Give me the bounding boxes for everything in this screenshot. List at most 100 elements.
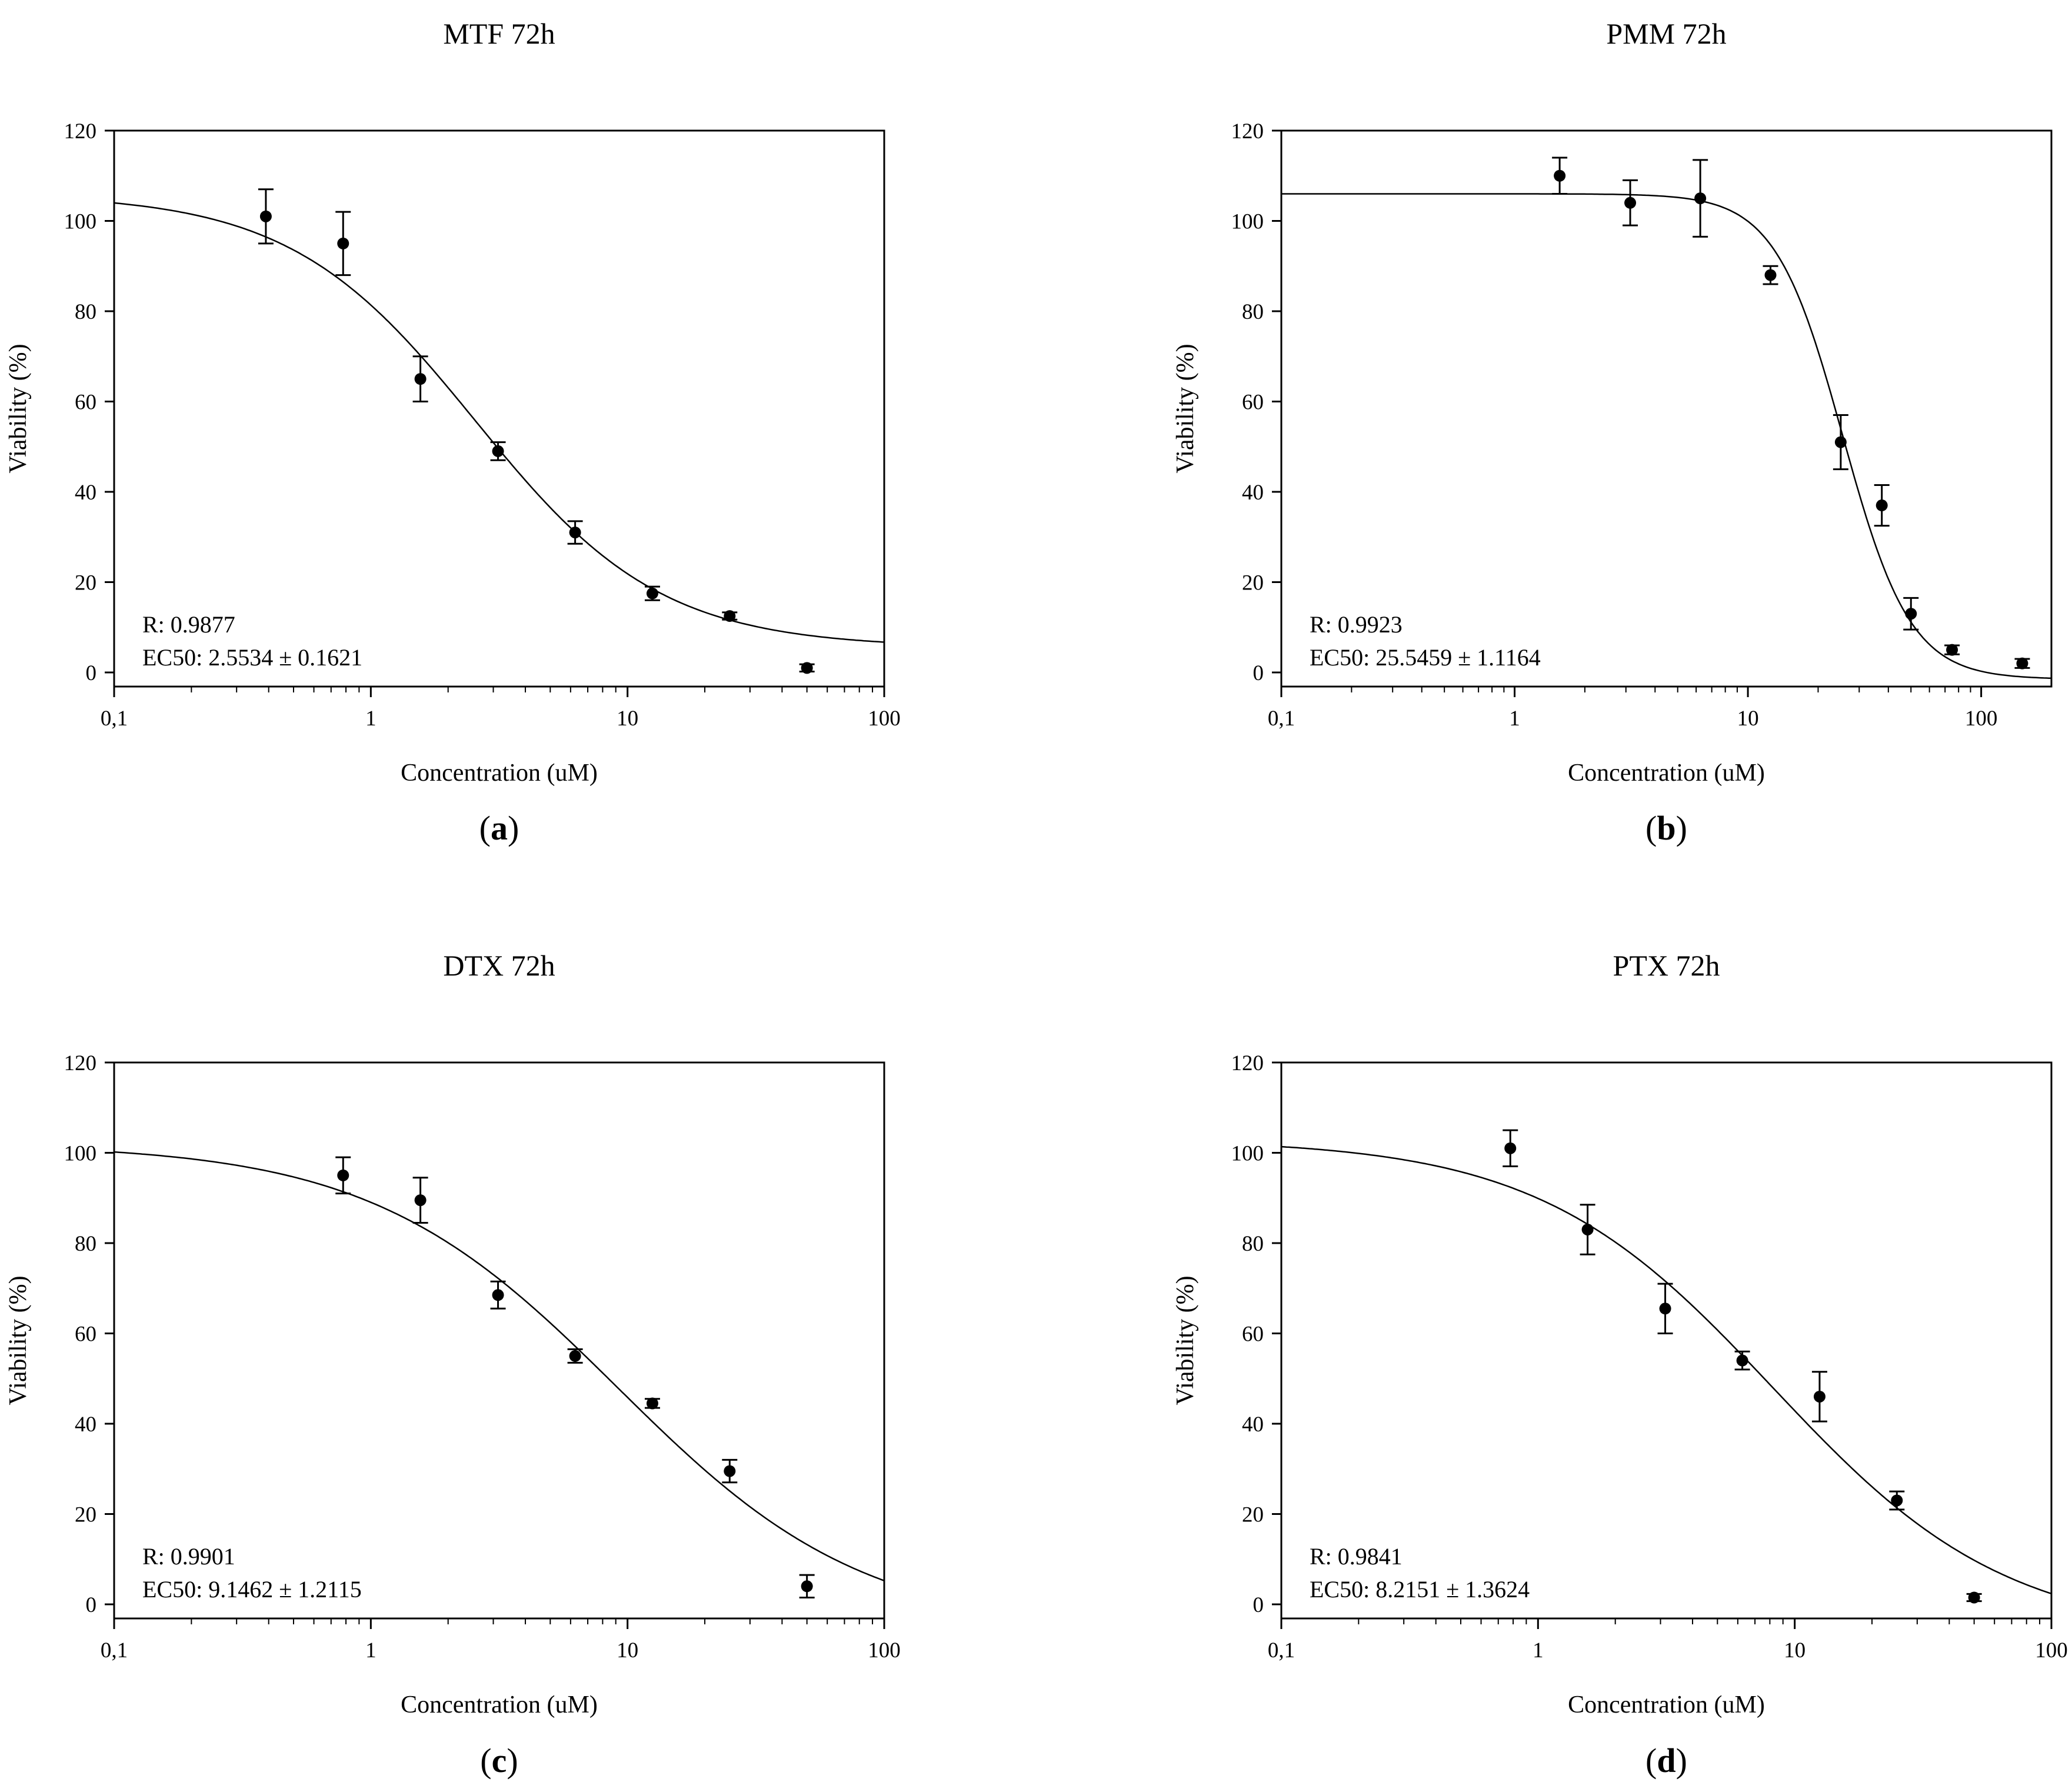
plot-frame (113, 129, 885, 688)
y-tick-label: 120 (64, 119, 97, 144)
panel-label-letter: a (491, 809, 508, 847)
y-tick-label: 40 (75, 1413, 96, 1437)
chart-title: PMM 72h (1606, 17, 1726, 50)
x-axis-label: Concentration (uM) (1568, 760, 1765, 787)
x-tick-label: 10 (617, 1638, 638, 1663)
annotation-ec50: EC50: 2.5534 ± 0.1621 (142, 644, 362, 671)
y-tick-label: 40 (1242, 481, 1264, 505)
fit-curve (1281, 1145, 2051, 1594)
plot-frame (113, 1061, 885, 1620)
annotation-r: R: 0.9923 (1310, 611, 1403, 638)
annotation-r: R: 0.9901 (142, 1543, 235, 1570)
data-point (801, 662, 813, 674)
y-tick-label: 40 (75, 481, 96, 505)
x-tick-label: 10 (1784, 1638, 1805, 1663)
data-point (1891, 1494, 1903, 1507)
plot-frame (1280, 1061, 2053, 1620)
data-point (1581, 1223, 1594, 1235)
annotation-ec50: EC50: 9.1462 ± 1.2115 (142, 1576, 362, 1603)
data-point (1694, 192, 1707, 205)
y-axis-label: Viability (%) (5, 344, 32, 473)
x-tick-label: 100 (868, 707, 901, 731)
y-tick-label: 100 (64, 210, 97, 234)
x-tick-label: 100 (868, 1638, 901, 1663)
y-tick-label: 100 (1231, 210, 1264, 234)
y-tick-label: 80 (75, 300, 96, 324)
x-tick-label: 1 (1533, 1638, 1544, 1663)
panel-label-letter: b (1657, 809, 1675, 847)
x-tick-label: 0,1 (101, 707, 128, 731)
annotation-ec50: EC50: 25.5459 ± 1.1164 (1310, 644, 1541, 671)
data-point (1659, 1303, 1671, 1315)
data-point (724, 1465, 736, 1477)
data-point (569, 1350, 581, 1362)
panel-label-close: ) (1676, 1741, 1687, 1780)
panel-label-open: ( (1645, 1741, 1657, 1780)
x-tick-label: 10 (1737, 707, 1759, 731)
x-tick-label: 100 (1965, 707, 1998, 731)
chart-panel-d: PTX 72h 0 20 40 60 80 100 120 0,1 1 10 100 Concentra… (1172, 949, 2068, 1780)
y-axis-label: Viability (%) (1172, 344, 1199, 473)
y-tick-label: 0 (1253, 661, 1264, 685)
panel-label: (b) (1645, 809, 1687, 847)
panel-label: (a) (479, 809, 519, 847)
chart-title: MTF 72h (443, 17, 555, 50)
annotation-r: R: 0.9841 (1310, 1543, 1403, 1570)
data-point (337, 237, 349, 249)
panel-label-open: ( (479, 809, 491, 847)
data-point (1834, 436, 1847, 448)
x-tick-label: 100 (2035, 1638, 2068, 1663)
panel-label-open: ( (480, 1741, 491, 1780)
y-tick-label: 120 (1231, 119, 1264, 144)
data-point (724, 610, 736, 622)
x-axis-label: Concentration (uM) (1568, 1691, 1765, 1718)
y-tick-label: 20 (75, 571, 96, 595)
fit-curve (114, 202, 884, 643)
panel-label: (d) (1645, 1741, 1687, 1780)
data-point (1946, 644, 1958, 656)
data-point (492, 1289, 504, 1301)
y-tick-label: 80 (1242, 1232, 1264, 1256)
x-tick-label: 1 (365, 1638, 377, 1663)
y-tick-label: 0 (86, 1593, 97, 1617)
panel-label-close: ) (508, 809, 519, 847)
data-point (259, 210, 272, 222)
fit-curve (114, 1151, 884, 1581)
y-tick-label: 120 (64, 1051, 97, 1075)
x-tick-label: 1 (1509, 707, 1520, 731)
data-point (2016, 657, 2028, 669)
annotation-ec50: EC50: 8.2151 ± 1.3624 (1310, 1576, 1530, 1603)
chart-title: PTX 72h (1613, 949, 1720, 982)
panel-label-close: ) (507, 1741, 518, 1780)
data-point (1736, 1354, 1748, 1367)
panel-label-letter: c (492, 1741, 507, 1780)
y-tick-label: 0 (1253, 1593, 1264, 1617)
x-tick-label: 0,1 (1268, 707, 1295, 731)
data-point (1968, 1591, 1980, 1604)
fit-curve (1281, 193, 2051, 680)
plot-frame (1280, 129, 2053, 688)
data-point (414, 373, 427, 385)
data-point (1905, 608, 1917, 620)
chart-panel-b: PMM 72h 0 20 40 60 80 100 120 0,1 1 10 100 Concentra… (1172, 17, 2053, 847)
x-tick-label: 1 (365, 707, 377, 731)
x-axis-label: Concentration (uM) (401, 1691, 598, 1718)
panel-label: (c) (480, 1741, 518, 1780)
data-point (1624, 196, 1637, 209)
y-tick-label: 0 (86, 661, 97, 685)
data-point (646, 587, 658, 599)
chart-panel-a: MTF 72h 0 20 40 60 80 100 120 0,1 1 10 100 Concentra… (5, 17, 901, 847)
x-tick-label: 10 (617, 707, 638, 731)
y-tick-label: 20 (1242, 571, 1264, 595)
y-tick-label: 120 (1231, 1051, 1264, 1075)
data-point (1554, 169, 1566, 182)
y-tick-label: 60 (1242, 391, 1264, 415)
y-tick-label: 100 (64, 1142, 97, 1166)
y-tick-label: 80 (75, 1232, 96, 1256)
x-tick-label: 0,1 (1268, 1638, 1295, 1663)
y-tick-label: 20 (75, 1503, 96, 1527)
data-point (1876, 499, 1888, 512)
y-tick-label: 60 (75, 1323, 96, 1347)
data-point (414, 1194, 427, 1207)
